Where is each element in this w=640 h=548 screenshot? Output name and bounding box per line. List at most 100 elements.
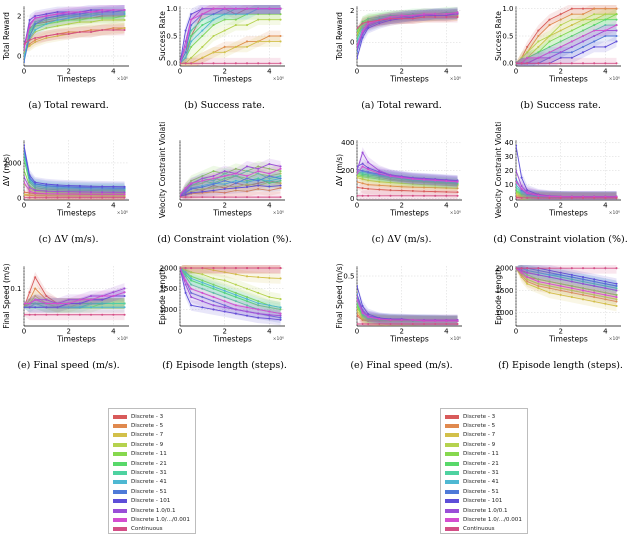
data-point [223, 310, 226, 313]
data-point [212, 308, 215, 311]
data-point [56, 192, 59, 195]
data-point [615, 293, 618, 296]
legend-entry: Discrete - 11 [445, 450, 523, 459]
x-axis-label: Timesteps [212, 335, 252, 344]
x-tick-label: 0 [514, 202, 518, 210]
data-point [361, 22, 364, 25]
y-tick-label: 2000 [4, 159, 22, 167]
panel-1b: 0.0 0.5 1.0 0 2 4 Timesteps ×10⁶ Success Rate (b)… [158, 5, 285, 111]
data-point [184, 267, 187, 270]
x-axis-label: Timesteps [56, 335, 96, 344]
data-point [201, 185, 204, 189]
data-point [570, 273, 573, 276]
data-point [245, 40, 249, 43]
series-band [24, 6, 125, 62]
data-point [123, 306, 126, 309]
data-point [367, 312, 370, 316]
data-point [245, 267, 249, 270]
x-tick-label: 4 [444, 202, 449, 210]
data-point [422, 319, 426, 323]
data-point [604, 287, 607, 290]
data-point [28, 302, 31, 305]
data-point [223, 51, 226, 54]
y-tick-label: 2000 [160, 264, 178, 272]
panel-caption: (c) ΔV (m/s). [38, 234, 98, 245]
data-point [201, 56, 204, 59]
x-tick-label: 2 [558, 328, 562, 336]
data-point [89, 12, 93, 16]
data-point [245, 304, 249, 307]
x-multiplier: ×10⁶ [450, 210, 461, 216]
x-tick-label: 4 [111, 68, 116, 76]
data-point [78, 302, 81, 305]
data-point [559, 273, 562, 276]
data-point [223, 179, 226, 182]
data-point [112, 10, 115, 14]
legend-label: Discrete - 11 [131, 451, 167, 458]
data-point [101, 10, 104, 14]
series-band [180, 191, 281, 200]
legend-label: Discrete - 21 [463, 460, 499, 467]
data-point [378, 180, 381, 183]
data-point [223, 174, 226, 178]
data-point [184, 279, 187, 282]
data-point [223, 177, 226, 180]
data-point [28, 196, 31, 199]
x-axis-label: Timesteps [212, 209, 252, 218]
data-point [268, 306, 271, 309]
data-point [190, 291, 193, 294]
data-point [526, 189, 529, 192]
data-point [389, 194, 392, 197]
data-point [456, 191, 459, 194]
data-point [593, 284, 596, 288]
data-point [56, 24, 59, 28]
data-point [112, 26, 115, 30]
data-point [456, 322, 459, 326]
data-point [581, 282, 585, 285]
data-point [184, 193, 187, 196]
data-point [581, 62, 585, 65]
data-point [268, 189, 271, 192]
series-band [357, 190, 458, 200]
data-point [422, 14, 426, 17]
data-point [604, 62, 607, 65]
data-point [34, 186, 37, 189]
data-point [67, 190, 70, 193]
data-point [212, 183, 215, 186]
data-point [456, 15, 459, 19]
data-point [548, 56, 551, 59]
data-point [615, 34, 618, 38]
data-point [56, 196, 59, 199]
legend-swatch [445, 527, 459, 532]
data-point [257, 13, 260, 16]
series-band [180, 265, 281, 274]
data-point [201, 283, 204, 286]
data-point [223, 187, 226, 191]
data-point [28, 34, 31, 38]
data-point [56, 34, 59, 38]
data-point [526, 282, 529, 285]
data-point [190, 196, 193, 199]
data-point [201, 281, 204, 284]
data-point [24, 313, 26, 316]
data-point [45, 298, 48, 301]
data-point [78, 18, 81, 22]
data-point [212, 267, 215, 270]
series-band [180, 173, 281, 198]
data-point [78, 30, 81, 34]
y-tick-label: 1000 [496, 309, 514, 317]
x-tick-label: 2 [222, 202, 226, 210]
data-point [434, 186, 437, 189]
legend-entry: Discrete - 41 [445, 478, 523, 487]
data-point [234, 24, 237, 27]
data-point [559, 289, 562, 292]
data-point [456, 187, 459, 190]
data-point [212, 34, 215, 38]
data-point [180, 196, 182, 199]
data-point [520, 271, 523, 274]
data-point [89, 313, 93, 316]
data-point [257, 312, 260, 315]
y-tick-label: 30 [505, 153, 514, 161]
series-band [24, 181, 125, 200]
data-point [245, 295, 249, 299]
